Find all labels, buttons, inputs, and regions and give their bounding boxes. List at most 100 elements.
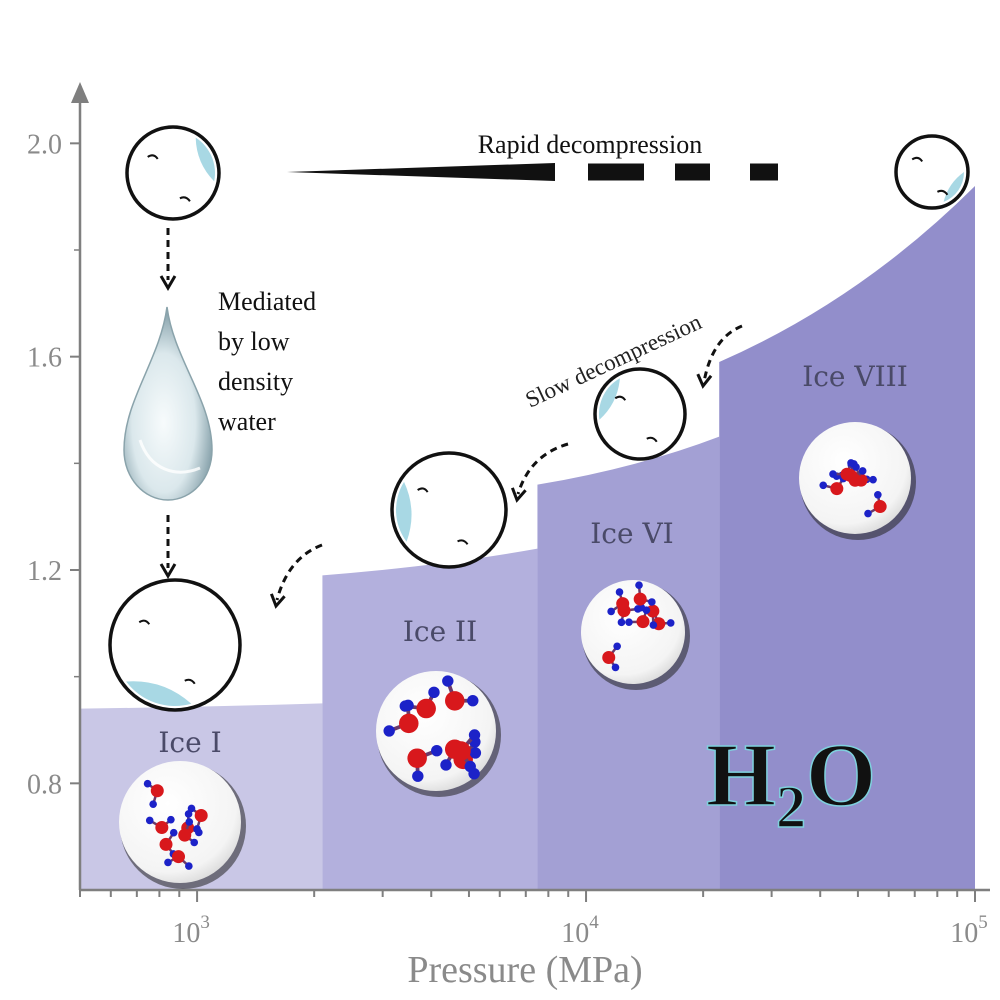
oxygen-atom bbox=[155, 821, 169, 835]
phase-label-ice-ii: Ice II bbox=[403, 615, 477, 648]
mediated-line-4: water bbox=[218, 407, 276, 436]
y-tick-label: 2.0 bbox=[27, 129, 62, 160]
y-axis-ticks: 0.8 1.2 1.6 2.0 bbox=[27, 129, 80, 800]
hydrogen-atom bbox=[607, 607, 615, 616]
phase-label-ice-vi: Ice VI bbox=[590, 517, 674, 550]
droplet-shine bbox=[138, 439, 201, 474]
bubble-highlight bbox=[195, 137, 215, 182]
axes bbox=[71, 82, 990, 892]
phase-label-ice-viii: Ice VIII bbox=[802, 360, 908, 393]
hydrogen-atom bbox=[869, 475, 877, 484]
hydrogen-atom bbox=[635, 581, 643, 589]
hydrogen-atom bbox=[847, 459, 855, 467]
hydrogen-atom bbox=[625, 618, 633, 626]
hydrogen-atom bbox=[864, 509, 872, 518]
mediated-line-3: density bbox=[218, 367, 293, 396]
molecule-sphere bbox=[119, 761, 241, 883]
oxygen-atom bbox=[602, 651, 616, 665]
hydrogen-atom bbox=[185, 862, 193, 870]
bubble-crease bbox=[138, 619, 151, 625]
oxygen-atom bbox=[150, 784, 164, 798]
x-tick-label: 104 bbox=[561, 912, 599, 949]
hydrogen-atom bbox=[383, 725, 395, 737]
hydrogen-atom bbox=[642, 606, 651, 614]
hydrogen-atom bbox=[467, 694, 479, 707]
hydrogen-atom bbox=[468, 729, 481, 741]
x-axis-title: Pressure (MPa) bbox=[407, 949, 642, 991]
bubble-outline bbox=[125, 125, 221, 221]
oxygen-atom bbox=[445, 691, 465, 711]
ice-bubbles bbox=[108, 125, 970, 712]
molecule-structures bbox=[119, 422, 916, 889]
x-tick-exponent: 5 bbox=[978, 912, 988, 933]
x-tick-base: 10 bbox=[950, 918, 978, 949]
molecule-ice-ii bbox=[376, 671, 501, 797]
hydrogen-atom bbox=[874, 490, 882, 499]
x-tick-base: 10 bbox=[172, 918, 200, 949]
mediated-line-1: Mediated bbox=[218, 287, 316, 316]
hydrogen-atom bbox=[464, 760, 476, 773]
hydrogen-atom bbox=[858, 467, 867, 475]
rapid-arrow-wedge bbox=[287, 163, 555, 181]
bubble-outline bbox=[108, 578, 242, 712]
hydrogen-atom bbox=[428, 686, 440, 699]
oxygen-atom bbox=[159, 837, 173, 851]
formula-h: H bbox=[706, 726, 776, 825]
hydrogen-atom bbox=[829, 470, 837, 478]
hydrogen-atom bbox=[149, 800, 157, 808]
bubble-crease bbox=[179, 196, 191, 202]
bubble-crease bbox=[457, 539, 469, 545]
hydrogen-atom bbox=[666, 619, 675, 627]
hydrogen-atom bbox=[440, 759, 452, 771]
hydrogen-atom bbox=[648, 598, 656, 606]
y-tick-label: 1.2 bbox=[27, 556, 62, 587]
hydrogen-atom bbox=[167, 815, 175, 824]
oxygen-atom bbox=[616, 597, 630, 611]
oxygen-atom bbox=[407, 748, 427, 768]
arrow-bubble-to-drop-head bbox=[159, 275, 177, 291]
hydrogen-atom bbox=[819, 481, 828, 490]
phase-labels: Ice I Ice II Ice VI Ice VIII bbox=[158, 360, 907, 759]
hydrogen-atom bbox=[185, 818, 194, 826]
oxygen-atom bbox=[633, 592, 647, 606]
mediated-line-2: by low bbox=[218, 327, 290, 356]
bubble-highlight bbox=[396, 481, 412, 542]
hydrogen-atom bbox=[164, 858, 172, 867]
x-axis-ticks: 103 104 105 bbox=[79, 890, 988, 949]
x-tick-exponent: 3 bbox=[200, 912, 210, 933]
hydrogen-atom bbox=[412, 770, 424, 782]
oxygen-atom bbox=[830, 482, 844, 496]
bubble-top-left bbox=[125, 125, 221, 221]
y-axis-arrow bbox=[71, 82, 89, 103]
arrow-slow-2-line bbox=[516, 442, 569, 495]
bubble-ice-i bbox=[108, 578, 242, 712]
hydrogen-atom bbox=[617, 618, 626, 627]
arrow-drop-to-ice-i-head bbox=[159, 563, 177, 579]
bubble-crease bbox=[936, 189, 949, 196]
molecule-ice-vi bbox=[581, 580, 690, 690]
phase-label-ice-i: Ice I bbox=[158, 726, 221, 759]
molecule-ice-viii bbox=[799, 422, 916, 540]
oxygen-atom bbox=[840, 467, 854, 481]
oxygen-atom bbox=[451, 741, 471, 761]
bubble-crease bbox=[184, 678, 196, 685]
hydrogen-atom bbox=[611, 663, 620, 672]
hydrogen-atom bbox=[649, 621, 658, 629]
hydrogen-atom bbox=[613, 642, 621, 651]
bubble-highlight bbox=[598, 378, 620, 420]
arrow-slow-3-line bbox=[275, 543, 323, 601]
x-tick-label: 105 bbox=[950, 912, 988, 949]
bubble-outline bbox=[390, 451, 508, 569]
hydrogen-atom bbox=[145, 816, 154, 825]
hydrogen-atom bbox=[187, 804, 196, 813]
bubble-highlight bbox=[943, 172, 964, 202]
bubble-top-right bbox=[894, 134, 970, 210]
arrow-slow-1-line bbox=[702, 324, 743, 383]
hydrogen-atom bbox=[615, 588, 624, 596]
process-arrows bbox=[159, 163, 778, 609]
bubble-crease bbox=[147, 154, 159, 160]
molecule-sphere bbox=[581, 580, 685, 684]
bubble-crease bbox=[911, 156, 924, 162]
arrow-slow-1-head bbox=[696, 373, 713, 389]
hydrogen-atom bbox=[402, 699, 414, 712]
